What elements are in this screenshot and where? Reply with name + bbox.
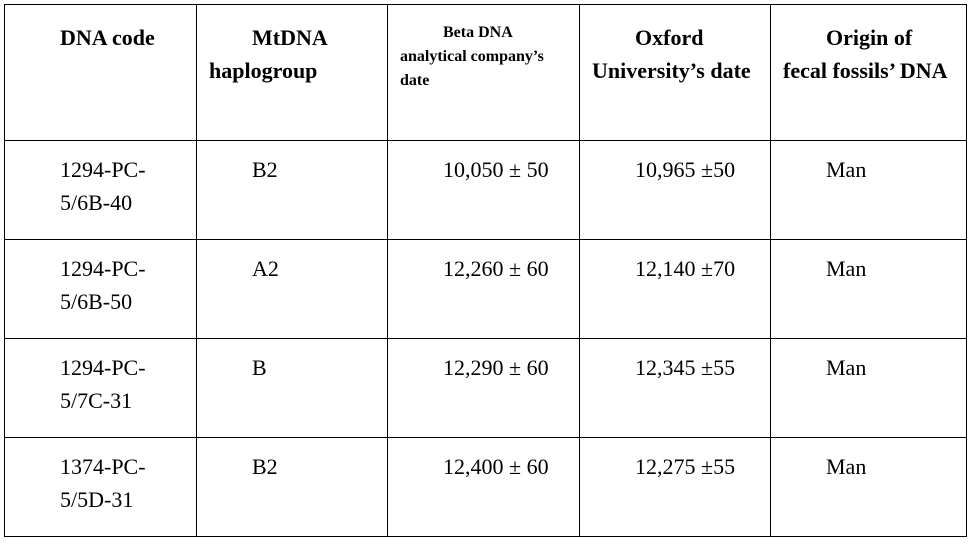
- table-row: 1294-PC-5/6B-50 A2 12,260 ± 60 12,140 ±70 Ma…: [4, 239, 967, 339]
- cell-text: 1374-PC-5/5D-31: [60, 454, 146, 512]
- header-row: DNA code MtDNA haplogroup Beta DNA analyti…: [4, 4, 967, 141]
- table-cell: 12,345 ±55: [579, 338, 771, 438]
- table-cell: 12,290 ± 60: [387, 338, 580, 438]
- data-table: DNA code MtDNA haplogroup Beta DNA analyti…: [4, 4, 967, 537]
- table-cell: 12,275 ±55: [579, 437, 771, 537]
- header-cell: Oxford University’s date: [579, 4, 771, 141]
- table-cell: 12,260 ± 60: [387, 239, 580, 339]
- table-cell: Man: [770, 140, 967, 240]
- table-cell: B: [196, 338, 388, 438]
- table-cell: 12,140 ±70: [579, 239, 771, 339]
- table-cell: B2: [196, 437, 388, 537]
- header-cell: DNA code: [4, 4, 197, 141]
- table-cell: Man: [770, 239, 967, 339]
- table-body: 1294-PC-5/6B-40 B2 10,050 ± 50 10,965 ±50 Ma…: [4, 140, 967, 537]
- table-cell: 10,050 ± 50: [387, 140, 580, 240]
- table-cell: 1294-PC-5/7C-31: [4, 338, 197, 438]
- cell-text: 1294-PC-5/6B-50: [60, 256, 146, 314]
- header-cell: Beta DNA analytical company’s date: [387, 4, 580, 141]
- table-cell: 12,400 ± 60: [387, 437, 580, 537]
- table-cell: Man: [770, 437, 967, 537]
- table-cell: 10,965 ±50: [579, 140, 771, 240]
- header-cell: MtDNA haplogroup: [196, 4, 388, 141]
- table-cell: B2: [196, 140, 388, 240]
- cell-text: 1294-PC-5/7C-31: [60, 355, 146, 413]
- table-row: 1374-PC-5/5D-31 B2 12,400 ± 60 12,275 ±55 Ma…: [4, 437, 967, 537]
- cell-text: 1294-PC-5/6B-40: [60, 157, 146, 215]
- header-cell: Origin of fecal fossils’ DNA: [770, 4, 967, 141]
- table-cell: 1374-PC-5/5D-31: [4, 437, 197, 537]
- table-cell: 1294-PC-5/6B-40: [4, 140, 197, 240]
- table-row: 1294-PC-5/6B-40 B2 10,050 ± 50 10,965 ±50 Ma…: [4, 140, 967, 240]
- table-cell: Man: [770, 338, 967, 438]
- table-cell: 1294-PC-5/6B-50: [4, 239, 197, 339]
- table-row: 1294-PC-5/7C-31 B 12,290 ± 60 12,345 ±55 Man: [4, 338, 967, 438]
- table-cell: A2: [196, 239, 388, 339]
